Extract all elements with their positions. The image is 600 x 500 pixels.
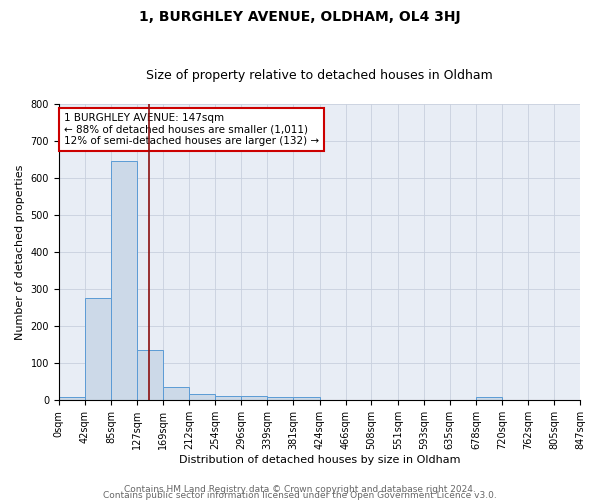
Bar [476,398,502,400]
Bar [215,396,241,400]
Y-axis label: Number of detached properties: Number of detached properties [15,164,25,340]
Bar [241,396,268,400]
Text: Contains public sector information licensed under the Open Government Licence v3: Contains public sector information licen… [103,490,497,500]
Text: 1, BURGHLEY AVENUE, OLDHAM, OL4 3HJ: 1, BURGHLEY AVENUE, OLDHAM, OL4 3HJ [139,10,461,24]
Bar [111,162,137,400]
Bar [293,398,320,400]
Text: 1 BURGHLEY AVENUE: 147sqm
← 88% of detached houses are smaller (1,011)
12% of se: 1 BURGHLEY AVENUE: 147sqm ← 88% of detac… [64,113,319,146]
Bar [268,396,293,400]
Bar [163,386,189,400]
Text: Contains HM Land Registry data © Crown copyright and database right 2024.: Contains HM Land Registry data © Crown c… [124,484,476,494]
Bar [59,398,85,400]
Bar [137,350,163,401]
Bar [85,298,111,400]
Title: Size of property relative to detached houses in Oldham: Size of property relative to detached ho… [146,69,493,82]
Bar [189,394,215,400]
X-axis label: Distribution of detached houses by size in Oldham: Distribution of detached houses by size … [179,455,460,465]
